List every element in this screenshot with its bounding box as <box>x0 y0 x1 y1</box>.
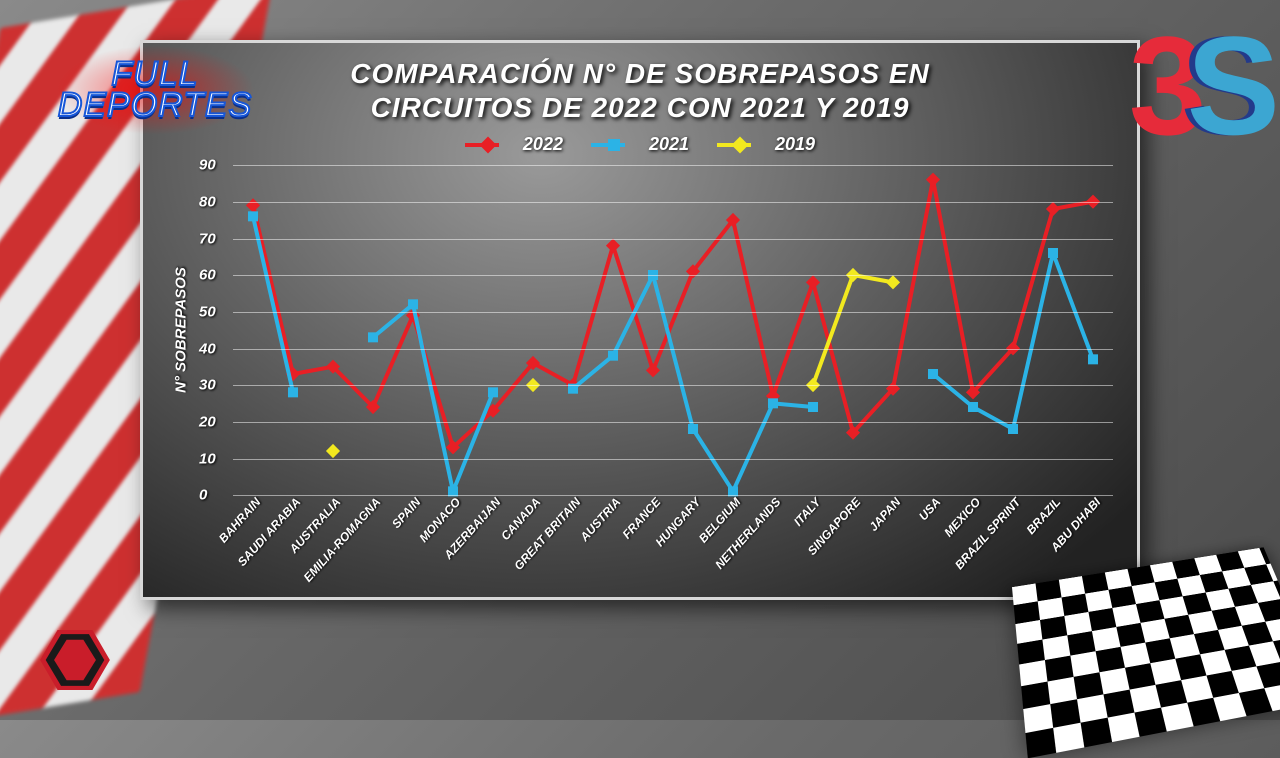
x-tick-label: EMILIA-ROMAGNA <box>301 495 384 585</box>
series-line <box>253 217 293 393</box>
three-s-logo: 3S <box>1129 5 1260 167</box>
chart-title-line2: CIRCUITOS DE 2022 CON 2021 Y 2019 <box>371 92 910 123</box>
series-marker <box>928 369 938 379</box>
x-tick-label: ITALY <box>791 495 823 529</box>
series-marker <box>326 444 340 458</box>
series-marker <box>808 402 818 412</box>
gridline <box>233 495 1113 496</box>
gridline <box>233 312 1113 313</box>
gridline <box>233 239 1113 240</box>
chart-svg <box>233 165 1113 495</box>
series-marker <box>1088 355 1098 365</box>
series-marker <box>1046 202 1060 216</box>
series-line <box>373 305 493 492</box>
gridline <box>233 275 1113 276</box>
chart-plot-area: N° SOBREPASOS 0102030405060708090BAHRAIN… <box>233 165 1113 495</box>
y-tick-label: 80 <box>199 193 216 210</box>
series-marker <box>1008 424 1018 434</box>
series-marker <box>488 388 498 398</box>
chart-legend: 2022 2021 2019 <box>173 134 1107 155</box>
series-marker <box>646 363 660 377</box>
legend-label: 2021 <box>649 134 689 155</box>
series-marker <box>806 275 820 289</box>
series-marker <box>288 388 298 398</box>
legend-item: 2022 <box>465 134 563 155</box>
gridline <box>233 165 1113 166</box>
series-marker <box>248 212 258 222</box>
y-tick-label: 50 <box>199 303 216 320</box>
chart-panel: COMPARACIÓN N° DE SOBREPASOS EN CIRCUITO… <box>140 40 1140 600</box>
y-tick-label: 70 <box>199 230 216 247</box>
chart-title: COMPARACIÓN N° DE SOBREPASOS EN CIRCUITO… <box>173 57 1107 124</box>
series-marker <box>368 333 378 343</box>
full-deportes-logo: FULL DEPORTES <box>55 45 255 135</box>
y-tick-label: 30 <box>199 377 216 394</box>
series-marker <box>926 173 940 187</box>
x-tick-label: USA <box>916 495 943 523</box>
series-marker <box>246 198 260 212</box>
hive-hex-icon <box>40 630 110 690</box>
y-tick-label: 60 <box>199 267 216 284</box>
gridline <box>233 349 1113 350</box>
y-tick-label: 90 <box>199 157 216 174</box>
chart-title-line1: COMPARACIÓN N° DE SOBREPASOS EN <box>350 58 929 89</box>
legend-label: 2019 <box>775 134 815 155</box>
y-tick-label: 0 <box>199 487 207 504</box>
series-marker <box>768 399 778 409</box>
x-tick-label: AUSTRIA <box>577 495 623 544</box>
series-marker <box>606 239 620 253</box>
y-axis-label: N° SOBREPASOS <box>173 267 190 393</box>
x-tick-label: BRAZIL <box>1024 495 1064 537</box>
gridline <box>233 459 1113 460</box>
gridline <box>233 202 1113 203</box>
y-tick-label: 20 <box>199 413 216 430</box>
legend-item: 2019 <box>717 134 815 155</box>
series-marker <box>408 300 418 310</box>
series-marker <box>1048 248 1058 258</box>
y-tick-label: 40 <box>199 340 216 357</box>
x-tick-label: JAPAN <box>866 495 903 534</box>
series-line <box>933 253 1093 429</box>
series-marker <box>608 351 618 361</box>
series-marker <box>688 424 698 434</box>
legend-label: 2022 <box>523 134 563 155</box>
legend-item: 2021 <box>591 134 689 155</box>
gridline <box>233 422 1113 423</box>
logo-line2: DEPORTES <box>58 90 252 121</box>
y-tick-label: 10 <box>199 450 216 467</box>
series-marker <box>968 402 978 412</box>
gridline <box>233 385 1113 386</box>
series-marker <box>886 275 900 289</box>
legend-dot-icon <box>608 139 620 151</box>
x-tick-label: SPAIN <box>389 495 423 531</box>
